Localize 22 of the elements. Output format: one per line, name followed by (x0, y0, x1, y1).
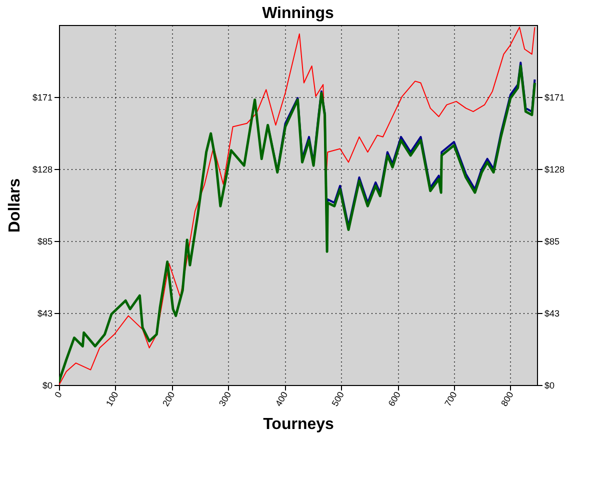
x-tick-label: 100 (104, 390, 120, 408)
y-tick-label: $171 (32, 92, 52, 102)
y2-tick-label: $43 (544, 308, 560, 318)
y2-tick-label: $171 (544, 92, 565, 102)
x-tick-label: 300 (216, 390, 234, 408)
y-axis-title: Dollars (6, 178, 24, 233)
y-tick-label: $43 (37, 308, 52, 318)
x-tick-label: 0 (52, 390, 64, 400)
x-tick-label: 500 (330, 390, 346, 408)
x-tick-label: 800 (499, 390, 516, 408)
chart-title: Winnings (262, 5, 334, 22)
x-tick-label: 700 (442, 390, 459, 408)
y2-tick-label: $0 (544, 380, 555, 390)
y2-tick-label: $85 (544, 236, 560, 247)
x-tick-label: 600 (386, 390, 402, 408)
y-tick-label: $0 (42, 380, 52, 390)
y2-tick-label: $128 (544, 164, 565, 174)
x-tick-label: 200 (160, 390, 177, 408)
y-tick-label: $128 (32, 164, 52, 174)
x-tick-label: 400 (273, 390, 290, 408)
x-axis-title: Tourneys (263, 416, 334, 434)
y-tick-label: $85 (37, 236, 52, 247)
